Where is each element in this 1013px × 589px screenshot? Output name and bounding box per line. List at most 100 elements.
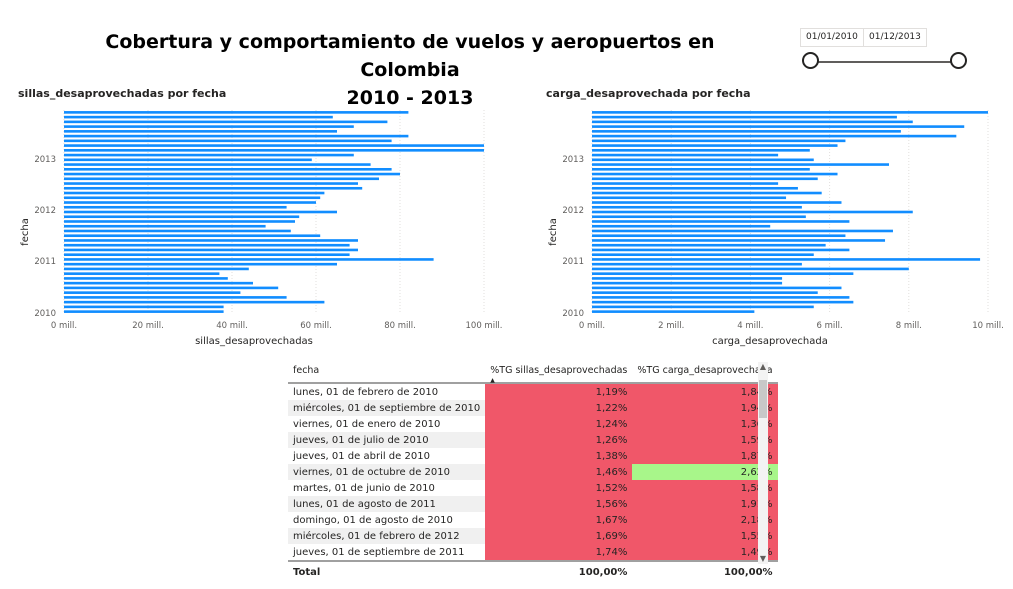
bar[interactable] [64,300,325,304]
scroll-down-icon[interactable]: ▼ [759,554,767,563]
bar[interactable] [592,115,897,119]
bar[interactable] [592,120,913,124]
bar[interactable] [64,210,337,214]
bar[interactable] [64,248,358,252]
bar[interactable] [64,144,484,147]
bar[interactable] [64,111,409,114]
table-row[interactable]: miércoles, 01 de febrero de 2012 1,69% 1,5… [288,528,778,544]
table-row[interactable]: miércoles, 01 de septiembre de 2010 1,22%… [288,400,778,416]
bar[interactable] [64,229,291,233]
bar[interactable] [64,215,300,219]
bar[interactable] [64,163,371,166]
bar[interactable] [592,130,901,133]
bar[interactable] [64,167,392,171]
bar[interactable] [592,186,798,190]
bar[interactable] [592,201,842,204]
bar[interactable] [64,134,409,138]
bar[interactable] [592,253,814,257]
bar[interactable] [592,134,957,138]
bar[interactable] [592,149,810,152]
bar[interactable] [592,177,818,181]
bar[interactable] [592,153,779,157]
bar[interactable] [592,182,779,185]
bar[interactable] [64,172,400,176]
bar[interactable] [592,248,850,252]
bar[interactable] [64,115,333,119]
bar[interactable] [64,182,358,185]
table-row[interactable]: jueves, 01 de julio de 2010 1,26% 1,59% [288,432,778,448]
bar[interactable] [64,186,363,190]
slider-start-handle[interactable] [802,52,819,69]
table-row[interactable]: domingo, 01 de agosto de 2010 1,67% 2,18% [288,512,778,528]
slicer-end-date[interactable]: 01/12/2013 [863,28,927,47]
bar[interactable] [64,153,354,157]
bar[interactable] [592,158,814,162]
slider-end-handle[interactable] [950,52,967,69]
bar[interactable] [592,205,802,209]
bar[interactable] [592,300,854,304]
col-header-sillas[interactable]: ▲ %TG sillas_desaprovechadas [485,358,633,384]
bar[interactable] [64,253,350,257]
table-row[interactable]: lunes, 01 de febrero de 2010 1,19% 1,84% [288,383,778,400]
bar[interactable] [64,191,325,195]
bar[interactable] [592,305,814,309]
bar[interactable] [592,144,838,147]
bar[interactable] [64,139,392,143]
bar[interactable] [64,177,379,181]
bar[interactable] [592,262,802,266]
bar[interactable] [592,210,913,214]
bar[interactable] [64,281,253,285]
bar[interactable] [64,201,316,204]
bar[interactable] [64,243,350,247]
bar[interactable] [64,277,228,280]
table-row[interactable]: jueves, 01 de abril de 2010 1,38% 1,87% [288,448,778,464]
bar[interactable] [592,267,909,271]
bar[interactable] [64,234,321,238]
table-scrollbar[interactable]: ▲ ▼ [758,362,768,564]
bar[interactable] [64,224,266,228]
bar[interactable] [592,243,826,247]
bar[interactable] [592,277,783,280]
bar[interactable] [592,258,981,261]
bar[interactable] [592,196,787,200]
bar[interactable] [592,239,886,242]
table-row[interactable]: viernes, 01 de enero de 2010 1,24% 1,36% [288,416,778,432]
bar[interactable] [592,125,965,128]
bar[interactable] [64,239,358,242]
col-header-fecha[interactable]: fecha [288,358,486,384]
bar[interactable] [592,281,783,285]
bar[interactable] [592,220,850,223]
bar[interactable] [64,149,484,152]
bar[interactable] [592,286,842,290]
bar[interactable] [64,272,220,275]
bar[interactable] [592,191,822,195]
scroll-thumb[interactable] [759,380,767,418]
bar[interactable] [64,258,434,261]
bar[interactable] [592,229,893,233]
col-header-carga[interactable]: %TG carga_desaprovechada [632,358,778,384]
table-row[interactable]: jueves, 01 de septiembre de 2011 1,74% 1,4… [288,544,778,561]
bar[interactable] [64,305,224,309]
date-slider-track[interactable] [811,61,959,63]
bar[interactable] [64,291,241,294]
bar[interactable] [592,139,846,143]
table-row[interactable]: martes, 01 de junio de 2010 1,52% 1,58% [288,480,778,496]
table-row[interactable]: viernes, 01 de octubre de 2010 1,46% 2,62% [288,464,778,480]
bar[interactable] [64,196,321,200]
bar[interactable] [64,220,295,223]
scroll-up-icon[interactable]: ▲ [759,362,767,371]
bar[interactable] [64,120,388,124]
bar[interactable] [64,125,354,128]
bar[interactable] [592,234,846,238]
bar[interactable] [592,224,771,228]
bar[interactable] [64,310,224,313]
bar[interactable] [592,172,838,176]
bar[interactable] [592,167,810,171]
bar[interactable] [64,130,337,133]
bar[interactable] [592,296,850,299]
bar[interactable] [592,272,854,275]
bar[interactable] [592,111,988,114]
bar[interactable] [592,163,889,166]
table-row[interactable]: lunes, 01 de agosto de 2011 1,56% 1,91% [288,496,778,512]
bar[interactable] [64,158,312,162]
